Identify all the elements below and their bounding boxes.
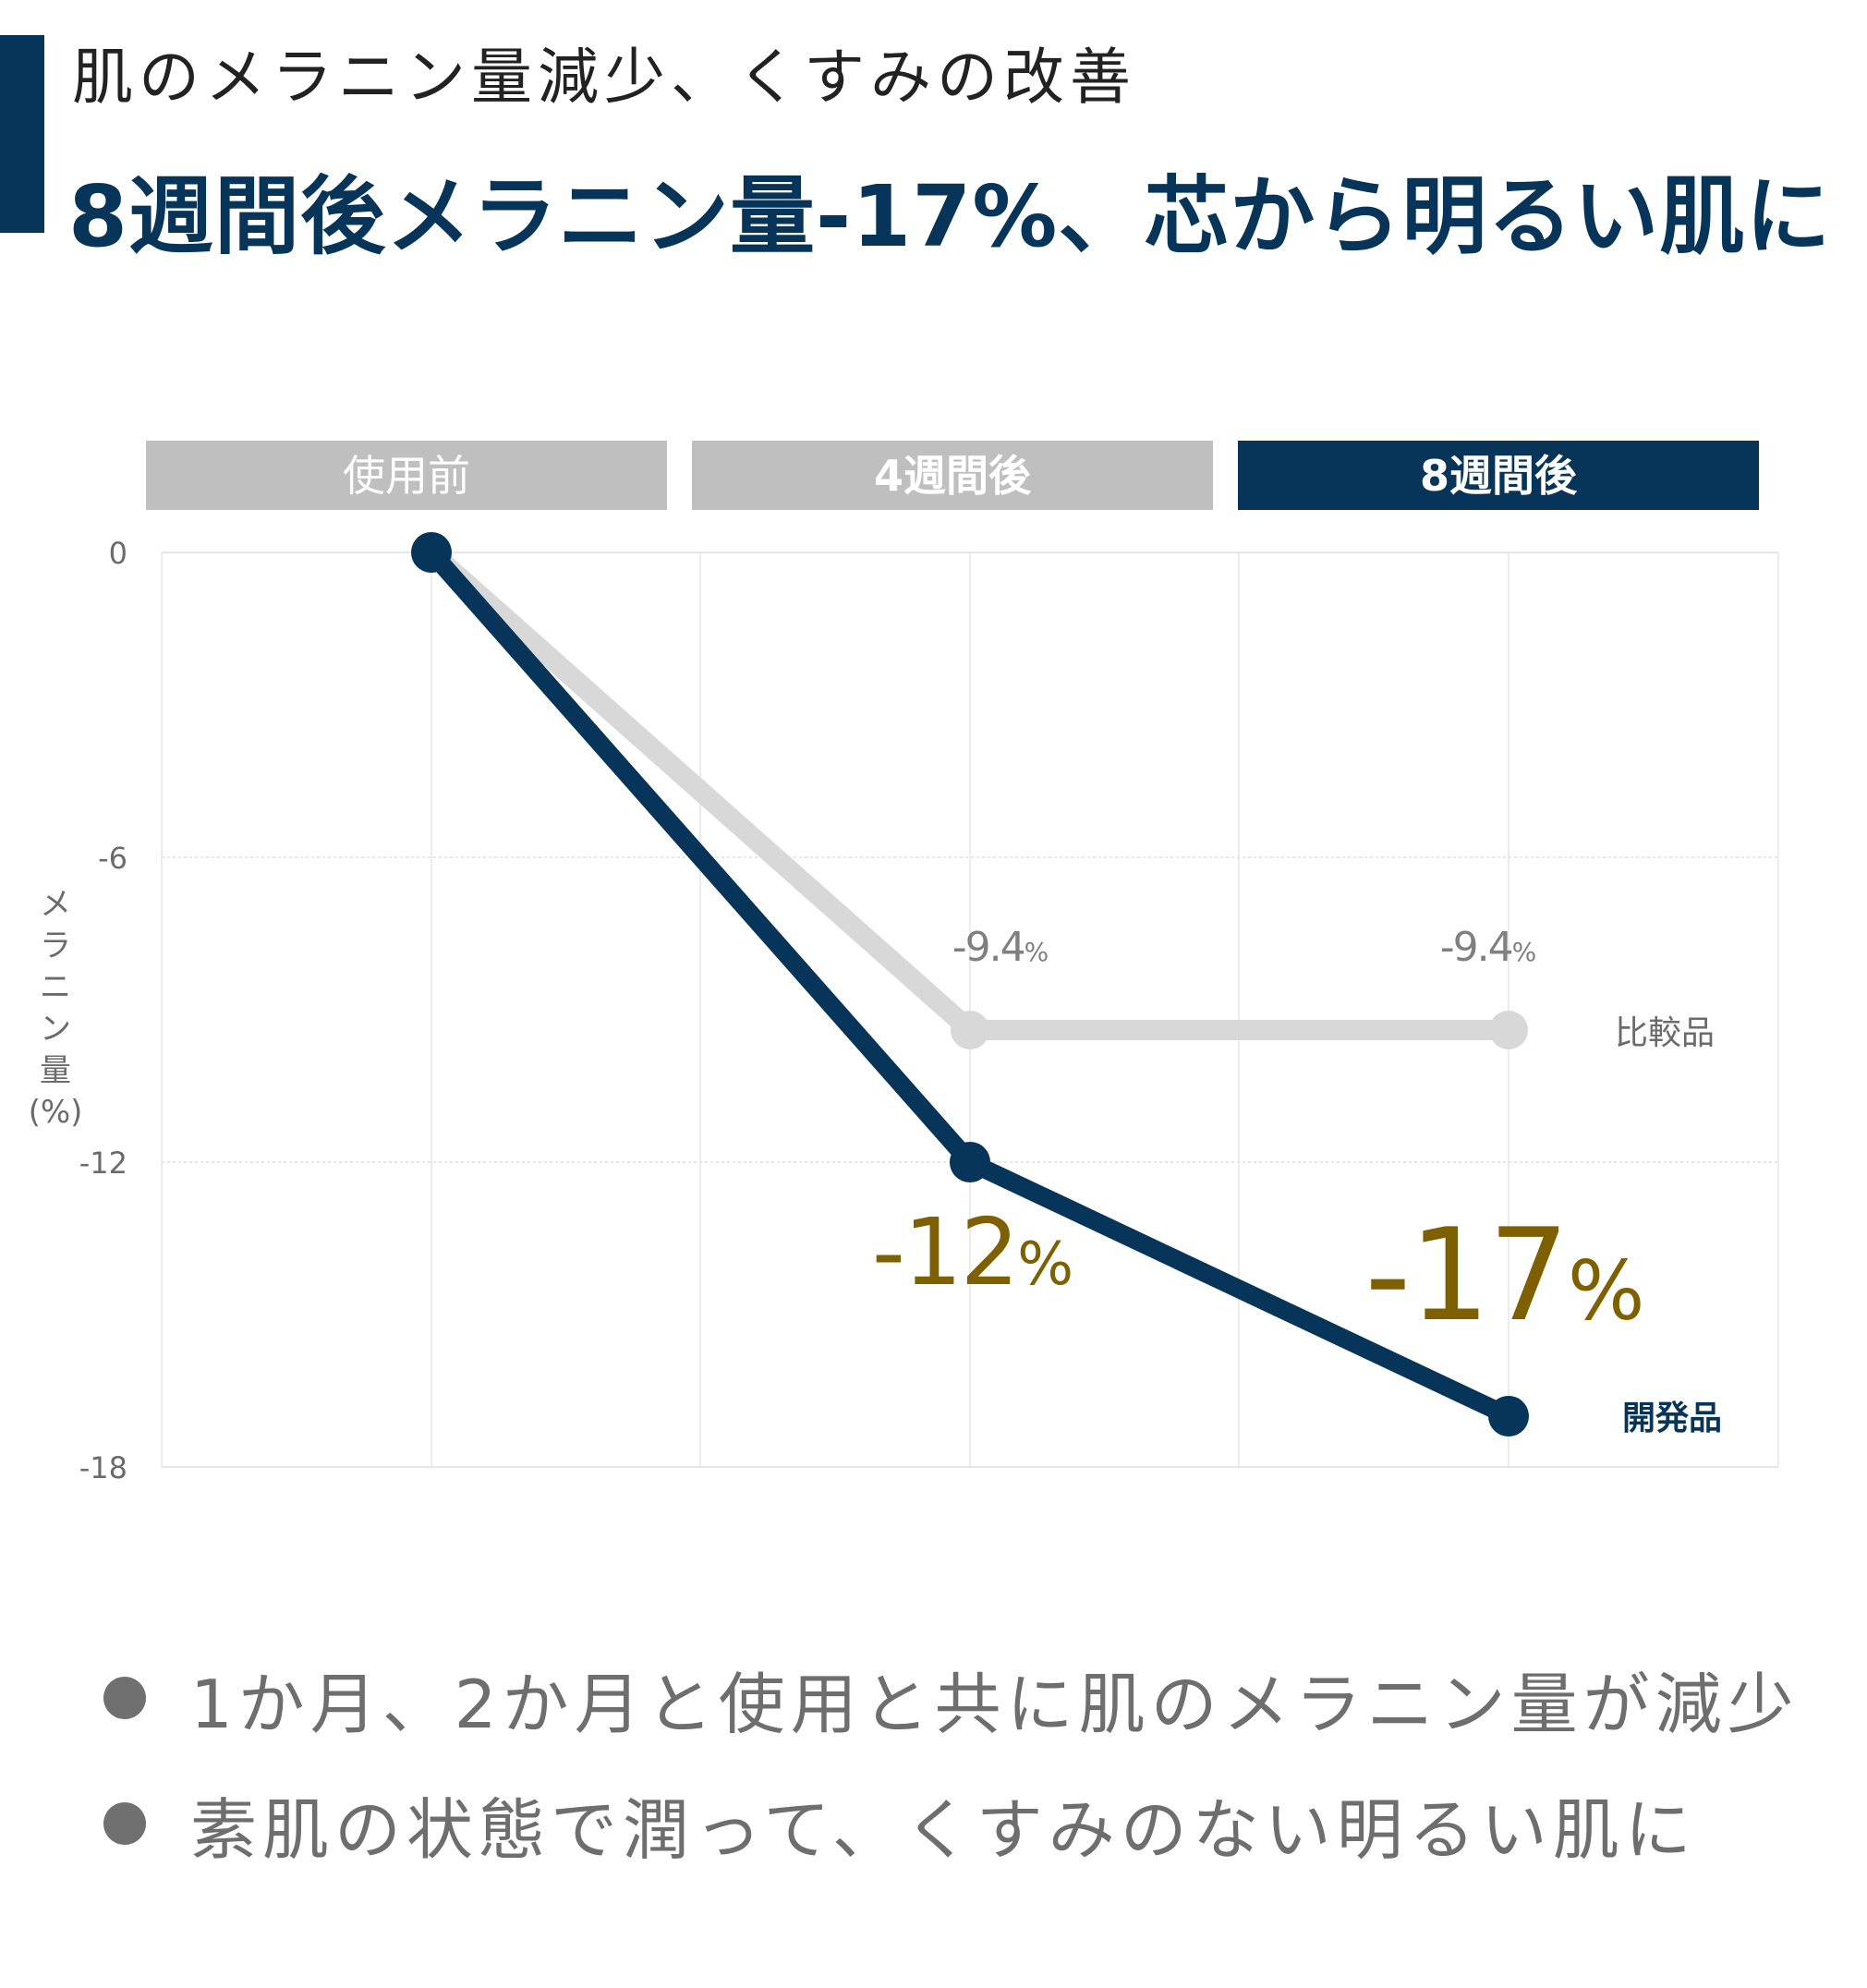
page-subtitle: 肌のメラニン量減少、くすみの改善 <box>72 42 1136 113</box>
category-label: 4週間後 <box>874 451 1032 501</box>
y-tick-label: 0 <box>109 536 127 571</box>
category-label: 使用前 <box>343 451 470 501</box>
series-point <box>1489 1011 1528 1049</box>
bullet-item: 1か月、2か月と使用と共に肌のメラニン量が減少 <box>103 1635 1800 1761</box>
y-axis-label-char: 量 <box>40 1052 71 1089</box>
category-header-box <box>1238 441 1759 510</box>
bullet-dot-icon <box>103 1677 146 1719</box>
series-name-comparison: 比較品 <box>1615 1014 1715 1052</box>
melanin-line-chart: 使用前 4週間後 8週間後 0 -6 -12 -18 メラニン量 (%) -9.4% -9.4… <box>29 441 1779 1485</box>
y-axis-label-char: メ <box>40 886 71 923</box>
data-label-developed: -12% <box>872 1198 1072 1306</box>
series-point <box>950 1142 990 1182</box>
y-tick-label: -12 <box>79 1146 127 1181</box>
series-point <box>951 1011 989 1049</box>
data-label-comparison: -9.4% <box>1440 924 1536 971</box>
title-accent-bar <box>0 35 44 233</box>
bullet-list: 1か月、2か月と使用と共に肌のメラニン量が減少 素肌の状態で潤って、くすみのない… <box>103 1635 1800 1886</box>
y-axis-label-unit: (%) <box>29 1094 83 1131</box>
data-label-developed: -17% <box>1364 1201 1643 1350</box>
data-label-comparison: -9.4% <box>952 924 1049 971</box>
page-title: 8週間後メラニン量-17%、芯から明るい肌に <box>68 167 1832 266</box>
bullet-item: 素肌の状態で潤って、くすみのない明るい肌に <box>103 1761 1800 1886</box>
series-point <box>411 532 452 573</box>
y-axis-label-char: ラ <box>40 927 71 964</box>
bullet-text: 1か月、2か月と使用と共に肌のメラニン量が減少 <box>190 1665 1800 1743</box>
y-axis-label-char: ニ <box>40 969 71 1006</box>
bullet-text: 素肌の状態で潤って、くすみのない明るい肌に <box>190 1790 1697 1869</box>
y-tick-label: -18 <box>79 1450 127 1485</box>
bullet-dot-icon <box>103 1802 146 1845</box>
category-label: 8週間後 <box>1420 451 1578 501</box>
series-point <box>1488 1396 1529 1436</box>
category-header-box <box>692 441 1213 510</box>
series-name-developed: 開発品 <box>1622 1400 1722 1437</box>
category-header-box <box>146 441 667 510</box>
y-axis-label-char: ン <box>40 1011 71 1048</box>
y-tick-label: -6 <box>98 841 127 876</box>
